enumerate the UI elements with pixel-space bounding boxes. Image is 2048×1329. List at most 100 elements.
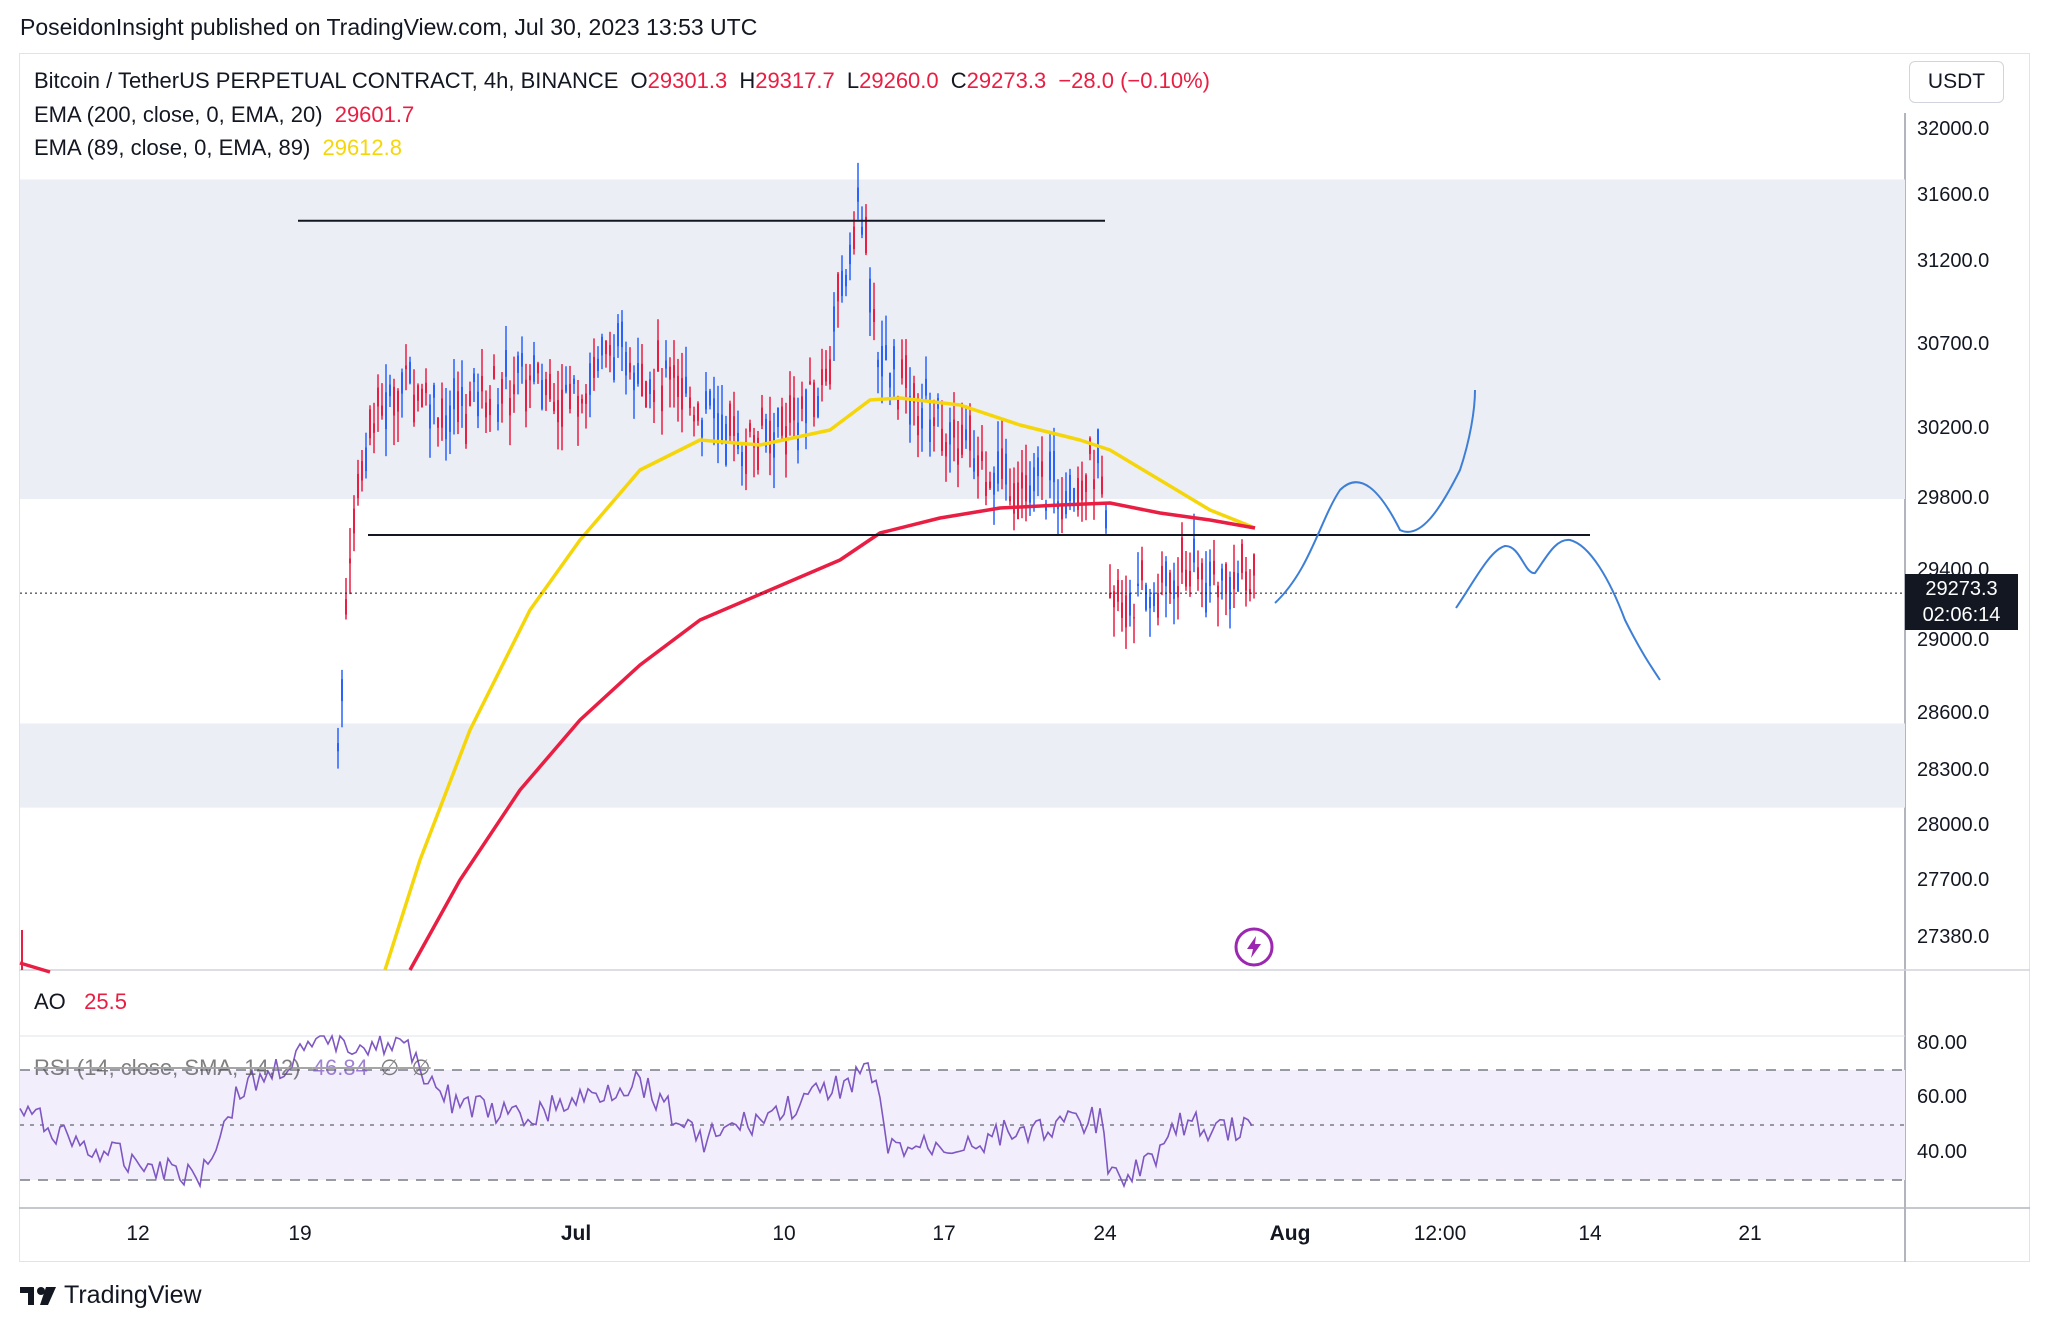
time-axis-tick: 14 — [1578, 1222, 1602, 1245]
last-price: 29273.3 — [1925, 578, 1998, 600]
price-axis-tick: 30200.0 — [1917, 417, 1990, 439]
candle-body — [825, 368, 827, 382]
candle-body — [1237, 573, 1239, 592]
candle-body — [621, 321, 623, 348]
candle-body — [605, 340, 607, 355]
candle-body — [633, 372, 635, 391]
ao-legend[interactable]: AO 25.5 — [34, 989, 127, 1015]
candle-body — [421, 388, 423, 408]
candle-body — [877, 359, 879, 368]
ao-value: 25.5 — [84, 989, 127, 1014]
candle-body — [1157, 593, 1159, 618]
ema200-label: EMA (200, close, 0, EMA, 20) — [34, 102, 323, 127]
tradingview-logo[interactable]: TradingView — [20, 1281, 202, 1310]
candle-body — [1149, 597, 1151, 609]
time-axis-tick: Aug — [1269, 1222, 1311, 1245]
candle-body — [1233, 571, 1235, 590]
candle-body — [589, 363, 591, 395]
price-axis-tick: 32000.0 — [1917, 118, 1990, 140]
candle-body — [1173, 580, 1175, 599]
ema200-line-left — [19, 961, 51, 974]
candle-body — [501, 378, 503, 404]
candle-body — [853, 226, 855, 250]
candle-body — [609, 345, 611, 356]
candle-body — [373, 423, 375, 433]
candle-body — [997, 451, 999, 484]
candle-body — [465, 413, 467, 444]
candle-body — [1133, 617, 1135, 619]
candle-body — [641, 363, 643, 397]
candle-body — [1077, 478, 1079, 510]
candle-body — [685, 376, 687, 394]
candle-body — [849, 244, 851, 265]
candle-body — [789, 395, 791, 423]
ema89-label: EMA (89, close, 0, EMA, 89) — [34, 135, 311, 160]
supply-demand-zone — [20, 723, 1905, 808]
candle-body — [629, 362, 631, 373]
candle-body — [717, 413, 719, 441]
ema89-legend[interactable]: EMA (89, close, 0, EMA, 89) 29612.8 — [34, 135, 402, 161]
candle-body — [365, 447, 367, 472]
candle-body — [557, 399, 559, 423]
candle-body — [1145, 584, 1147, 610]
candle-body — [897, 396, 899, 410]
lightning-icon[interactable] — [1234, 927, 1274, 967]
candle-body — [945, 442, 947, 457]
candle-body — [401, 372, 403, 394]
time-axis-tick: 17 — [932, 1222, 956, 1245]
candle-body — [1125, 595, 1127, 628]
candle-body — [677, 375, 679, 397]
time-axis-tick: Jul — [560, 1222, 592, 1245]
candle-body — [457, 391, 459, 423]
candle-body — [913, 383, 915, 403]
candle-body — [949, 422, 951, 445]
candle-body — [349, 558, 351, 564]
candle-body — [809, 381, 811, 385]
candle-body — [1213, 560, 1215, 575]
candle-body — [901, 359, 903, 379]
candle-body — [657, 340, 659, 372]
candle-body — [357, 473, 359, 499]
chart-frame[interactable] — [19, 53, 2030, 1262]
candle-body — [869, 278, 871, 313]
candle-body — [497, 404, 499, 422]
candle-body — [745, 445, 747, 474]
candle-body — [925, 378, 927, 396]
ema200-value: 29601.7 — [334, 102, 415, 127]
rsi-axis-tick: 60.00 — [1917, 1086, 1968, 1108]
candle-body — [1041, 461, 1043, 477]
candle-body — [1105, 510, 1107, 529]
candle-body — [705, 391, 707, 410]
price-axis-tick: 31600.0 — [1917, 184, 1990, 206]
last-price-tag: 29273.3 02:06:14 — [1905, 574, 2018, 630]
candle-body — [1025, 475, 1027, 502]
ema200-legend[interactable]: EMA (200, close, 0, EMA, 20) 29601.7 — [34, 102, 414, 128]
candle-body — [933, 417, 935, 427]
rsi-legend[interactable]: RSI (14, close, SMA, 14, 2) 46.84 ∅ ∅ — [34, 1055, 431, 1081]
candle-body — [1029, 485, 1031, 503]
candle-body — [561, 389, 563, 427]
candle-body — [1165, 561, 1167, 587]
candle-body — [833, 306, 835, 332]
candle-body — [537, 363, 539, 374]
symbol-name: Bitcoin / TetherUS PERPETUAL CONTRACT, 4… — [34, 68, 619, 93]
candle-body — [1189, 570, 1191, 587]
price-axis-tick: 28300.0 — [1917, 759, 1990, 781]
candle-body — [689, 397, 691, 409]
tradingview-logo-icon — [20, 1286, 56, 1305]
time-axis-tick: 10 — [772, 1222, 796, 1245]
candle-body — [669, 366, 671, 380]
high-label: H — [739, 68, 756, 93]
candle-body — [985, 481, 987, 497]
candle-body — [337, 743, 339, 752]
candle-body — [1193, 538, 1195, 563]
candle-body — [813, 382, 815, 417]
projection-down-path — [1455, 538, 1661, 681]
currency-button[interactable]: USDT — [1909, 61, 2004, 103]
candle-body — [661, 385, 663, 412]
candle-body — [749, 423, 751, 432]
candle-body — [725, 423, 727, 465]
candle-body — [1001, 448, 1003, 479]
candle-body — [581, 398, 583, 404]
